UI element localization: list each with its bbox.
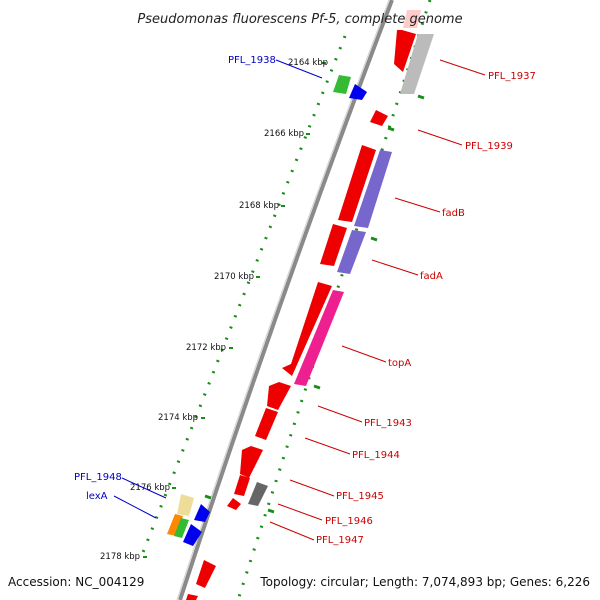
kbp-label: 2166 kbp: [264, 129, 304, 139]
gene-label[interactable]: PFL_1939: [465, 141, 513, 152]
forward-gene-labels: PFL_1938 PFL_1948 lexA: [74, 55, 276, 502]
gene-pfl-1938[interactable]: [333, 75, 351, 94]
gene-pfl-1943[interactable]: [267, 382, 291, 410]
gene-label[interactable]: fadA: [420, 271, 443, 282]
genome-summary: Topology: circular; Length: 7,074,893 bp…: [259, 575, 590, 589]
gene-pfl-1945[interactable]: [240, 446, 263, 478]
inner-dash-marks: [204, 94, 425, 514]
cds-lexa-green[interactable]: [174, 518, 189, 538]
gene-topa[interactable]: [282, 282, 332, 376]
accession-text: Accession: NC_004129: [8, 575, 144, 589]
gene-label[interactable]: PFL_1943: [364, 418, 412, 429]
kbp-label: 2168 kbp: [239, 201, 279, 211]
gene-pfl-1944[interactable]: [255, 408, 278, 440]
forward-leader-lines: [113, 59, 323, 519]
gene-label[interactable]: topA: [388, 358, 411, 369]
gene-label[interactable]: PFL_1944: [352, 450, 400, 461]
gene-lower-1[interactable]: [196, 560, 216, 588]
kbp-label: 2170 kbp: [214, 272, 254, 282]
kbp-label: 2174 kbp: [158, 413, 198, 423]
reverse-gene-labels: PFL_1937 PFL_1939 fadB fadA topA PFL_194…: [316, 71, 536, 546]
kbp-axis: 2164 kbp 2166 kbp 2168 kbp 2170 kbp 2172…: [100, 58, 328, 562]
inner-tick-track: [138, 35, 347, 561]
cds-topa[interactable]: [294, 290, 344, 386]
kbp-label: 2164 kbp: [288, 58, 328, 68]
gene-label[interactable]: PFL_1945: [336, 491, 384, 502]
gene-fada[interactable]: [320, 224, 347, 266]
gene-pfl-1948[interactable]: [177, 494, 194, 516]
feature-pale[interactable]: [403, 10, 421, 28]
gene-pfl-1937[interactable]: [394, 30, 416, 72]
cds-pfl-1937[interactable]: [400, 34, 434, 94]
cds-pfl-1948[interactable]: [194, 504, 210, 522]
gene-label[interactable]: lexA: [86, 491, 108, 502]
gene-fadb[interactable]: [338, 145, 376, 222]
cds-pfl-1938[interactable]: [349, 84, 367, 100]
cds-fadb[interactable]: [354, 150, 392, 228]
cds-fada[interactable]: [337, 230, 366, 274]
gene-label[interactable]: PFL_1947: [316, 535, 364, 546]
kbp-label: 2178 kbp: [100, 552, 140, 562]
gene-lower-2[interactable]: [186, 594, 198, 600]
kbp-label: 2176 kbp: [130, 483, 170, 493]
gene-pfl-1946[interactable]: [234, 475, 250, 496]
gene-label[interactable]: PFL_1937: [488, 71, 536, 82]
gene-label[interactable]: PFL_1946: [325, 516, 373, 527]
reverse-leader-lines: [269, 59, 486, 541]
cds-pfl-1946[interactable]: [248, 482, 268, 506]
gene-pfl-1939[interactable]: [370, 110, 388, 126]
gene-label[interactable]: fadB: [442, 208, 465, 219]
cds-lexa[interactable]: [183, 524, 202, 546]
gene-label[interactable]: PFL_1948: [74, 472, 122, 483]
gene-label[interactable]: PFL_1938: [228, 55, 276, 66]
gene-lexa[interactable]: [167, 514, 183, 536]
gene-features: [167, 10, 434, 600]
kbp-label: 2172 kbp: [186, 343, 226, 353]
map-title: Pseudomonas fluorescens Pf-5, complete g…: [137, 12, 462, 27]
gene-pfl-1947[interactable]: [227, 498, 241, 510]
